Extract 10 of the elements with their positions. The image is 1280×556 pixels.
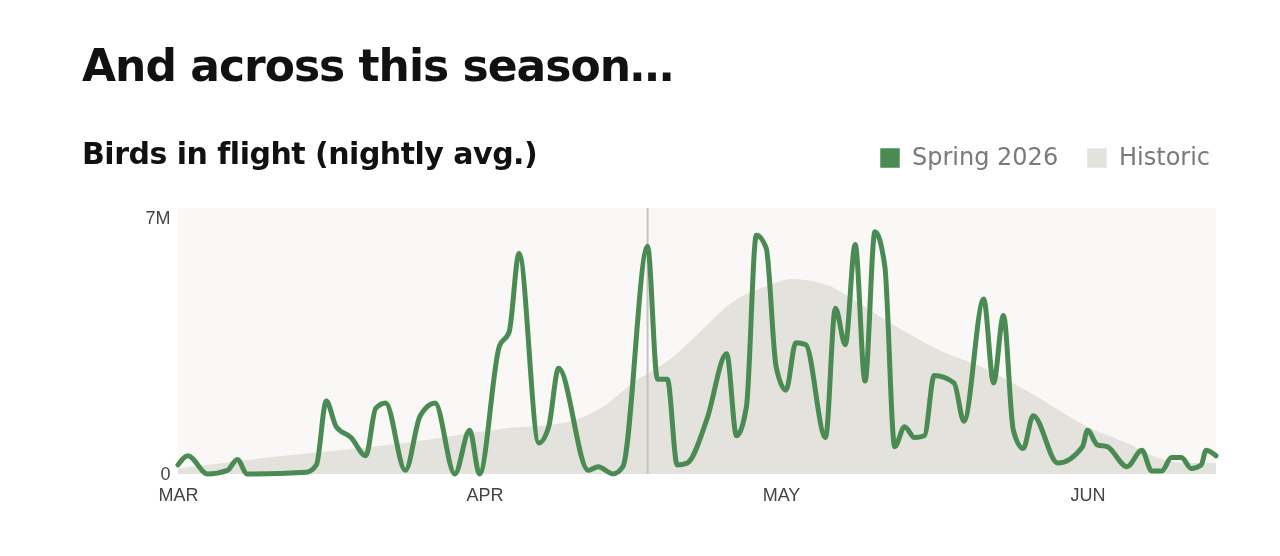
x-tick-label: APR [466, 484, 504, 505]
legend-label: Historic [1119, 143, 1211, 171]
chart-title: And across this season… [82, 40, 674, 91]
x-tick-label: MAR [158, 484, 199, 505]
chart-subtitle: Birds in flight (nightly avg.) [82, 136, 538, 171]
legend-label: Spring 2026 [912, 143, 1059, 171]
y-tick-label: 0 [160, 463, 171, 484]
x-tick-label: JUN [1070, 484, 1106, 505]
x-tick-label: MAY [762, 484, 801, 505]
y-tick-label: 7M [145, 208, 171, 229]
